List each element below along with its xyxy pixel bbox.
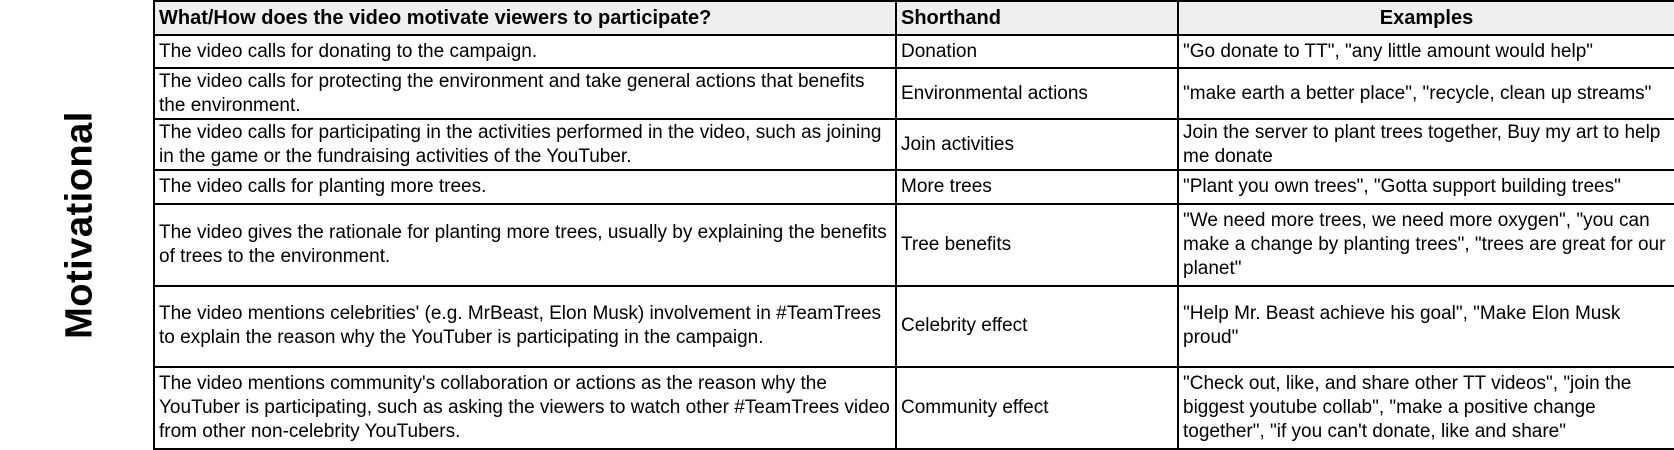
table-row: The video calls for participating in the…	[153, 118, 1674, 172]
examples-cell[interactable]: "Plant you own trees", "Gotta support bu…	[1177, 169, 1674, 206]
shorthand-cell[interactable]: More trees	[895, 169, 1179, 206]
description-cell[interactable]: The video calls for protecting the envir…	[153, 67, 897, 121]
shorthand-cell[interactable]: Environmental actions	[895, 67, 1179, 121]
shorthand-cell[interactable]: Join activities	[895, 118, 1179, 172]
header-row: What/How does the video motivate viewers…	[153, 0, 1674, 36]
shorthand-cell[interactable]: Celebrity effect	[895, 284, 1179, 369]
table-row: The video mentions celebrities' (e.g. Mr…	[153, 284, 1674, 369]
header-shorthand[interactable]: Shorthand	[895, 0, 1179, 36]
examples-cell[interactable]: "Check out, like, and share other TT vid…	[1177, 366, 1674, 450]
description-cell[interactable]: The video calls for planting more trees.	[153, 169, 897, 206]
side-label-cell[interactable]: Motivational	[0, 0, 154, 450]
description-cell[interactable]: The video mentions celebrities' (e.g. Mr…	[153, 284, 897, 369]
table-row: The video calls for protecting the envir…	[153, 67, 1674, 121]
description-cell[interactable]: The video calls for participating in the…	[153, 118, 897, 172]
shorthand-cell[interactable]: Community effect	[895, 366, 1179, 450]
examples-cell[interactable]: "make earth a better place", "recycle, c…	[1177, 67, 1674, 121]
header-question[interactable]: What/How does the video motivate viewers…	[153, 0, 897, 36]
examples-cell[interactable]: "Help Mr. Beast achieve his goal", "Make…	[1177, 284, 1674, 369]
examples-cell[interactable]: Join the server to plant trees together,…	[1177, 118, 1674, 172]
description-cell[interactable]: The video gives the rationale for planti…	[153, 203, 897, 287]
shorthand-cell[interactable]: Tree benefits	[895, 203, 1179, 287]
side-label: Motivational	[58, 111, 101, 339]
description-cell[interactable]: The video calls for donating to the camp…	[153, 33, 897, 70]
examples-cell[interactable]: "We need more trees, we need more oxygen…	[1177, 203, 1674, 287]
examples-cell[interactable]: "Go donate to TT", "any little amount wo…	[1177, 33, 1674, 70]
table-row: The video mentions community's collabora…	[153, 366, 1674, 450]
table-row: The video calls for planting more trees.…	[153, 169, 1674, 206]
table-row: The video gives the rationale for planti…	[153, 203, 1674, 287]
shorthand-cell[interactable]: Donation	[895, 33, 1179, 70]
table-row: The video calls for donating to the camp…	[153, 33, 1674, 70]
description-cell[interactable]: The video mentions community's collabora…	[153, 366, 897, 450]
codebook-table: What/How does the video motivate viewers…	[153, 0, 1674, 450]
header-examples[interactable]: Examples	[1177, 0, 1674, 36]
